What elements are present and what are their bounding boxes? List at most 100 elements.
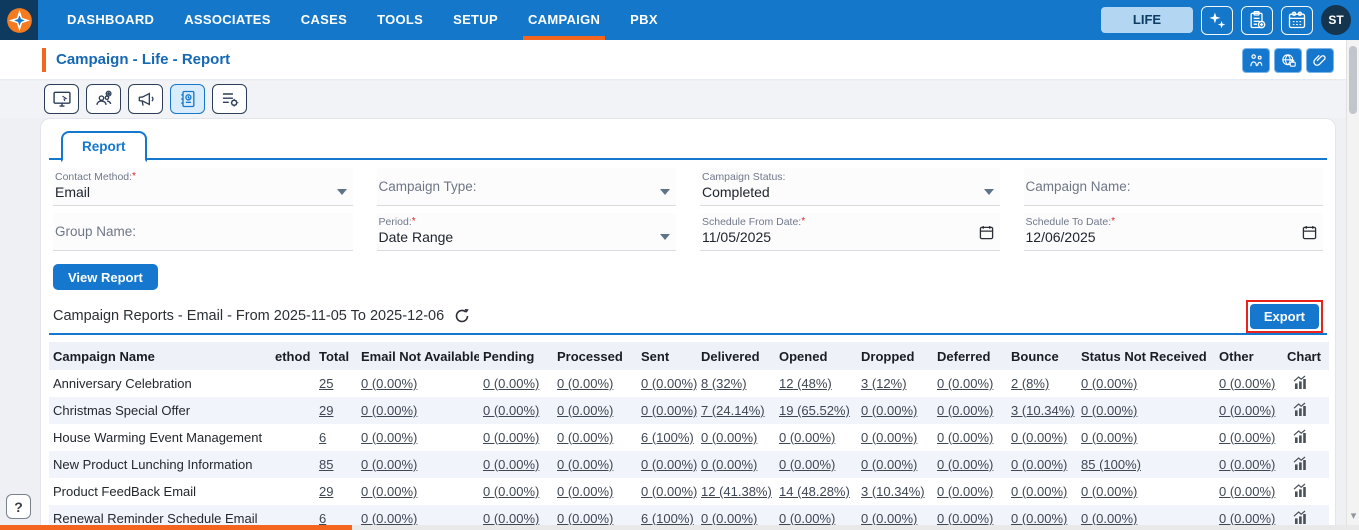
people-activity-button[interactable] [1242, 48, 1270, 73]
processed-link[interactable]: 0 (0.00%) [557, 376, 613, 391]
opened-link[interactable]: 19 (65.52%) [779, 403, 850, 418]
pending-link[interactable]: 0 (0.00%) [483, 457, 539, 472]
attachment-button[interactable] [1306, 48, 1334, 73]
pending-link[interactable]: 0 (0.00%) [483, 376, 539, 391]
sent-link[interactable]: 6 (100%) [641, 511, 694, 526]
status-not-received-link[interactable]: 0 (0.00%) [1081, 430, 1137, 445]
sent-link[interactable]: 6 (100%) [641, 430, 694, 445]
dropped-link[interactable]: 0 (0.00%) [861, 430, 917, 445]
other-link[interactable]: 0 (0.00%) [1219, 376, 1275, 391]
other-link[interactable]: 0 (0.00%) [1219, 457, 1275, 472]
chart-link[interactable] [1293, 456, 1308, 470]
delivered-link[interactable]: 8 (32%) [701, 376, 747, 391]
schedule-from-date-field[interactable]: Schedule From Date:* 11/05/2025 [700, 213, 1000, 251]
toolbar-button-report[interactable] [170, 84, 205, 114]
period-field[interactable]: Period:* Date Range [377, 213, 677, 251]
pending-link[interactable]: 0 (0.00%) [483, 403, 539, 418]
app-logo[interactable] [0, 0, 38, 40]
refresh-button[interactable] [454, 308, 470, 324]
email-not-available-link[interactable]: 0 (0.00%) [361, 484, 417, 499]
chart-link[interactable] [1293, 402, 1308, 416]
help-button[interactable]: ? [6, 494, 31, 519]
processed-link[interactable]: 0 (0.00%) [557, 403, 613, 418]
toolbar-button-megaphone[interactable] [128, 84, 163, 114]
deferred-link[interactable]: 0 (0.00%) [937, 511, 993, 526]
other-link[interactable]: 0 (0.00%) [1219, 511, 1275, 526]
other-link[interactable]: 0 (0.00%) [1219, 403, 1275, 418]
deferred-link[interactable]: 0 (0.00%) [937, 430, 993, 445]
user-avatar[interactable]: ST [1321, 5, 1351, 35]
nav-item-tools[interactable]: TOOLS [362, 0, 438, 40]
toolbar-button-settings[interactable] [212, 84, 247, 114]
delivered-link[interactable]: 12 (41.38%) [701, 484, 772, 499]
delivered-link[interactable]: 7 (24.14%) [701, 403, 765, 418]
delivered-link[interactable]: 0 (0.00%) [701, 457, 757, 472]
total-link[interactable]: 29 [319, 484, 333, 499]
total-link[interactable]: 85 [319, 457, 333, 472]
nav-item-campaign[interactable]: CAMPAIGN [513, 0, 615, 40]
deferred-link[interactable]: 0 (0.00%) [937, 484, 993, 499]
dropped-link[interactable]: 0 (0.00%) [861, 457, 917, 472]
deferred-link[interactable]: 0 (0.00%) [937, 403, 993, 418]
status-not-received-link[interactable]: 0 (0.00%) [1081, 403, 1137, 418]
status-not-received-link[interactable]: 0 (0.00%) [1081, 484, 1137, 499]
dropped-link[interactable]: 3 (12%) [861, 376, 907, 391]
delivered-link[interactable]: 0 (0.00%) [701, 511, 757, 526]
chart-link[interactable] [1293, 375, 1308, 389]
sent-link[interactable]: 0 (0.00%) [641, 484, 697, 499]
other-link[interactable]: 0 (0.00%) [1219, 430, 1275, 445]
date-picker-icon[interactable] [1302, 225, 1317, 240]
delivered-link[interactable]: 0 (0.00%) [701, 430, 757, 445]
sparkles-button[interactable] [1201, 6, 1233, 35]
campaign-name-field[interactable]: Campaign Name: [1024, 168, 1324, 206]
processed-link[interactable]: 0 (0.00%) [557, 511, 613, 526]
status-not-received-link[interactable]: 0 (0.00%) [1081, 511, 1137, 526]
bounce-link[interactable]: 0 (0.00%) [1011, 484, 1067, 499]
campaign-type-field[interactable]: Campaign Type: [377, 168, 677, 206]
other-link[interactable]: 0 (0.00%) [1219, 484, 1275, 499]
chart-link[interactable] [1293, 510, 1308, 524]
pending-link[interactable]: 0 (0.00%) [483, 430, 539, 445]
sent-link[interactable]: 0 (0.00%) [641, 457, 697, 472]
date-picker-icon[interactable] [979, 225, 994, 240]
deferred-link[interactable]: 0 (0.00%) [937, 376, 993, 391]
bounce-link[interactable]: 0 (0.00%) [1011, 457, 1067, 472]
total-link[interactable]: 25 [319, 376, 333, 391]
bounce-link[interactable]: 0 (0.00%) [1011, 430, 1067, 445]
contact-method-field[interactable]: Contact Method:* Email [53, 168, 353, 206]
total-link[interactable]: 6 [319, 430, 326, 445]
total-link[interactable]: 6 [319, 511, 326, 526]
status-not-received-link[interactable]: 85 (100%) [1081, 457, 1141, 472]
opened-link[interactable]: 12 (48%) [779, 376, 832, 391]
sent-link[interactable]: 0 (0.00%) [641, 403, 697, 418]
bounce-link[interactable]: 2 (8%) [1011, 376, 1049, 391]
horizontal-scrollbar[interactable] [0, 525, 1359, 530]
calendar-button[interactable] [1281, 6, 1313, 35]
email-not-available-link[interactable]: 0 (0.00%) [361, 430, 417, 445]
opened-link[interactable]: 0 (0.00%) [779, 457, 835, 472]
scrollbar-down-arrow-icon[interactable]: ▾ [1347, 509, 1359, 522]
email-not-available-link[interactable]: 0 (0.00%) [361, 457, 417, 472]
processed-link[interactable]: 0 (0.00%) [557, 484, 613, 499]
opened-link[interactable]: 0 (0.00%) [779, 430, 835, 445]
bounce-link[interactable]: 0 (0.00%) [1011, 511, 1067, 526]
clipboard-add-button[interactable] [1241, 6, 1273, 35]
vertical-scrollbar[interactable]: ▾ [1346, 40, 1359, 530]
dropped-link[interactable]: 3 (10.34%) [861, 484, 925, 499]
group-name-field[interactable]: Group Name: [53, 213, 353, 251]
export-button[interactable]: Export [1250, 304, 1319, 329]
nav-item-cases[interactable]: CASES [286, 0, 362, 40]
nav-item-associates[interactable]: ASSOCIATES [169, 0, 286, 40]
horizontal-scrollbar-thumb[interactable] [0, 525, 352, 530]
tab-report[interactable]: Report [61, 131, 147, 162]
processed-link[interactable]: 0 (0.00%) [557, 430, 613, 445]
view-report-button[interactable]: View Report [53, 264, 158, 290]
toolbar-button-monitor[interactable] [44, 84, 79, 114]
campaign-status-field[interactable]: Campaign Status: Completed [700, 168, 1000, 206]
sent-link[interactable]: 0 (0.00%) [641, 376, 697, 391]
opened-link[interactable]: 0 (0.00%) [779, 511, 835, 526]
life-button[interactable]: LIFE [1101, 7, 1193, 33]
nav-item-pbx[interactable]: PBX [615, 0, 673, 40]
email-not-available-link[interactable]: 0 (0.00%) [361, 376, 417, 391]
processed-link[interactable]: 0 (0.00%) [557, 457, 613, 472]
